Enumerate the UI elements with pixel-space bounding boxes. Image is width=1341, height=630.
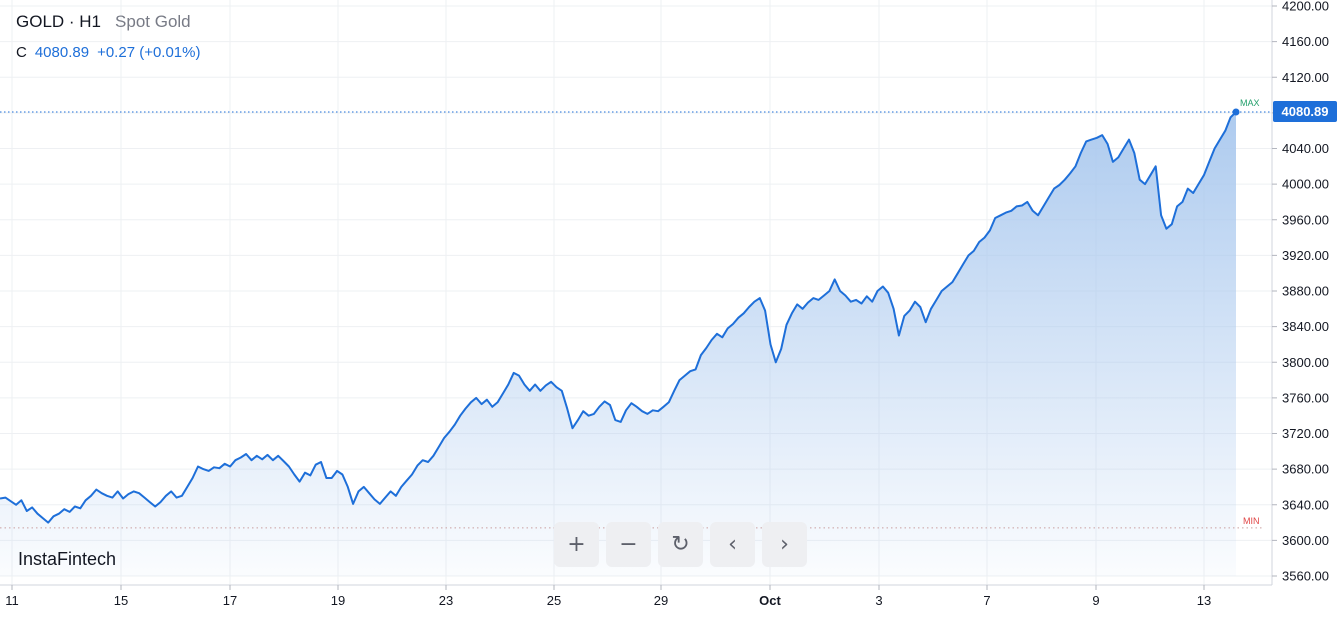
y-tick-label: 3560.00: [1282, 569, 1329, 584]
x-tick-label: 7: [983, 593, 990, 608]
close-value: 4080.89: [34, 44, 90, 61]
reset-button[interactable]: ↻: [658, 522, 703, 567]
y-tick-label: 3680.00: [1282, 462, 1329, 477]
x-tick-label: Oct: [759, 593, 781, 608]
plus-icon: +: [567, 532, 586, 557]
price-area: [0, 112, 1236, 576]
max-label: MAX: [1240, 98, 1260, 108]
minus-icon: −: [619, 532, 638, 557]
x-tick-label: 23: [439, 593, 453, 608]
y-tick-label: 3920.00: [1282, 248, 1329, 263]
close-info: C 4080.89 +0.27 (+0.01%): [16, 44, 200, 61]
brand-logo: InstaFintech: [18, 549, 117, 569]
y-tick-label: 3760.00: [1282, 390, 1329, 405]
y-tick-label: 3800.00: [1282, 355, 1329, 370]
y-tick-label: 4200.00: [1282, 0, 1329, 14]
x-tick-label: 3: [875, 593, 882, 608]
x-tick-label: 29: [654, 593, 668, 608]
last-price-badge: 4080.89: [1273, 101, 1337, 122]
last-price-dot: [1232, 108, 1240, 116]
y-tick-label: 3720.00: [1282, 426, 1329, 441]
x-tick-label: 19: [331, 593, 345, 608]
close-prefix: C: [16, 44, 27, 61]
chevron-left-icon: ‹: [728, 532, 737, 557]
instrument-name: Spot Gold: [115, 12, 191, 31]
chart-toolbar: + − ↻ ‹ ›: [554, 522, 807, 567]
y-tick-label: 3840.00: [1282, 319, 1329, 334]
x-tick-label: 17: [223, 593, 237, 608]
reset-icon: ↻: [671, 532, 690, 557]
y-tick-label: 3600.00: [1282, 533, 1329, 548]
y-tick-label: 3640.00: [1282, 497, 1329, 512]
scroll-left-button[interactable]: ‹: [710, 522, 755, 567]
zoom-out-button[interactable]: −: [606, 522, 651, 567]
y-tick-label: 3880.00: [1282, 284, 1329, 299]
x-tick-label: 9: [1092, 593, 1099, 608]
chevron-right-icon: ›: [780, 532, 789, 557]
time-axis[interactable]: 11 15 17 19 23 25 29 Oct 3 7 9 13: [5, 585, 1211, 608]
x-tick-label: 15: [114, 593, 128, 608]
y-tick-label: 4120.00: [1282, 70, 1329, 85]
y-tick-label: 4040.00: [1282, 141, 1329, 156]
x-tick-label: 13: [1197, 593, 1211, 608]
y-tick-label: 4160.00: [1282, 34, 1329, 49]
y-tick-label: 3960.00: [1282, 212, 1329, 227]
min-label: MIN: [1243, 516, 1260, 526]
scroll-right-button[interactable]: ›: [762, 522, 807, 567]
zoom-in-button[interactable]: +: [554, 522, 599, 567]
chart-header: GOLD · H1 Spot Gold: [16, 12, 191, 32]
y-tick-label: 4000.00: [1282, 177, 1329, 192]
symbol-label: GOLD · H1: [16, 12, 102, 31]
change-value: +0.27 (+0.01%): [97, 44, 201, 61]
price-line: [0, 111, 1237, 524]
x-tick-label: 11: [5, 593, 19, 608]
x-tick-label: 25: [547, 593, 561, 608]
price-axis[interactable]: 4200.004160.004120.004080.004040.004000.…: [1272, 0, 1329, 584]
